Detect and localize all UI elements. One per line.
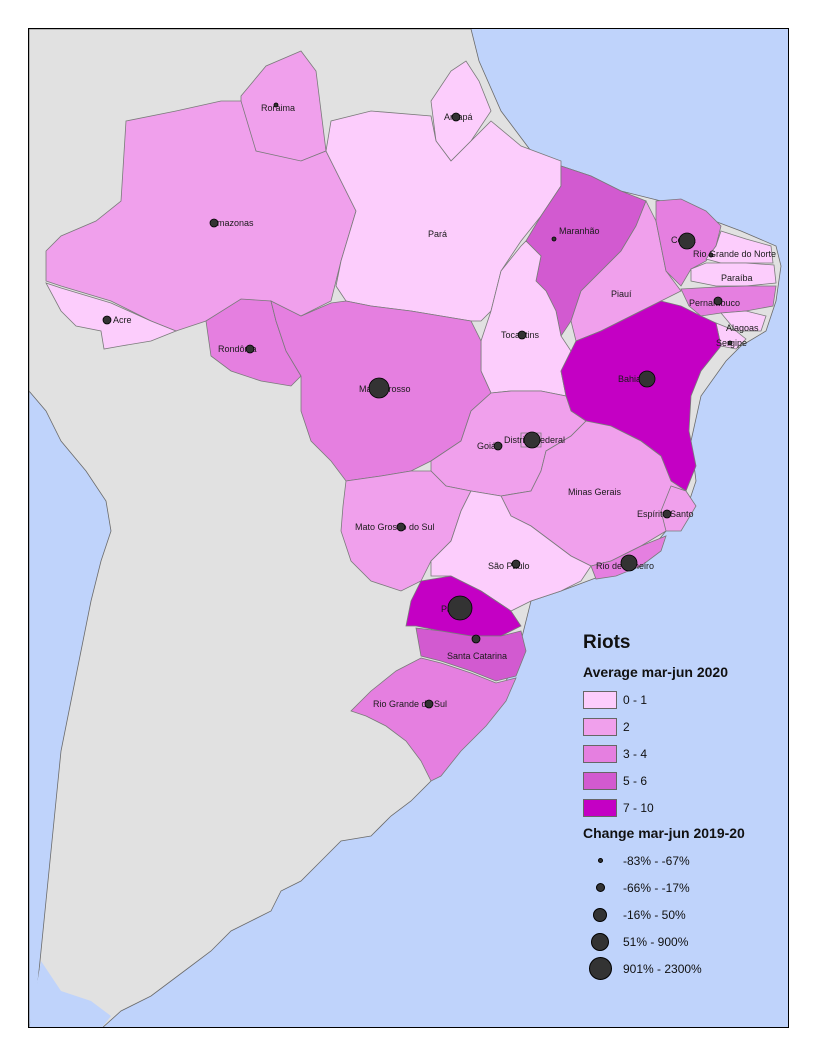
legend-swatch: [583, 744, 617, 763]
legend-class-row: 5 - 6: [583, 767, 783, 794]
state-label-mato-grosso-do-sul: Mato Grosso do Sul: [355, 522, 435, 532]
legend-circle: [591, 932, 609, 951]
change-circle-espirito-santo: [662, 509, 672, 519]
change-circle-amazonas: [209, 218, 219, 228]
legend-circle-cell: [583, 883, 617, 892]
change-circle-ceara: [678, 232, 696, 250]
state-label-para: Pará: [428, 229, 447, 239]
legend-swatch: [583, 771, 617, 790]
legend-title: Riots: [583, 632, 631, 653]
change-circle-tocantins: [517, 330, 527, 340]
change-circle-parana: [447, 595, 473, 621]
state-label-sao-paulo: São Paulo: [488, 561, 530, 571]
change-circle-rio-grande-do-norte: [708, 252, 714, 258]
legend-circle: [595, 883, 605, 892]
pacific-ocean: [29, 390, 112, 1027]
legend-class-label: 5 - 6: [623, 773, 648, 788]
legend-class-row: 0 - 1: [583, 686, 783, 713]
change-circle-amapa: [451, 112, 461, 122]
state-label-maranhao: Maranhão: [559, 226, 600, 236]
change-circle-roraima: [273, 102, 279, 108]
pacific-ocean-south: [29, 961, 111, 1027]
legend: Riots Average mar-jun 2020 0 - 1 2 3 - 4 5 …: [583, 632, 783, 982]
circle-legend: -83% - -67% -66% - -17% -16% - 50% 51% - 90…: [583, 847, 783, 982]
map-frame: RoraimaAmapáAmazonasParáMaranhãoCearáRio…: [28, 28, 789, 1028]
state-label-bahia: Bahia: [618, 374, 641, 384]
choropleth-legend-title: Average mar-jun 2020: [583, 664, 728, 680]
state-santa-catarina[interactable]: [415, 627, 527, 682]
legend-circle-label: -16% - 50%: [623, 907, 686, 922]
state-alagoas[interactable]: [720, 310, 767, 332]
brazil-riots-map: RoraimaAmapáAmazonasParáMaranhãoCearáRio…: [29, 29, 782, 1027]
state-label-santa-catarina: Santa Catarina: [447, 651, 507, 661]
state-espirito-santo[interactable]: [660, 485, 697, 532]
choropleth-legend: 0 - 1 2 3 - 4 5 - 6 7 - 10: [583, 686, 783, 821]
change-circle-santa-catarina: [471, 634, 481, 644]
change-circle-sergipe: [727, 340, 733, 346]
state-label-alagoas: Alagoas: [726, 323, 759, 333]
state-acre[interactable]: [45, 282, 178, 350]
legend-circle-row: -83% - -67%: [583, 847, 783, 874]
state-label-roraima: Roraima: [261, 103, 295, 113]
legend-circle-label: 51% - 900%: [623, 934, 689, 949]
change-circle-rio-grande-do-sul: [424, 699, 434, 709]
legend-class-row: 3 - 4: [583, 740, 783, 767]
change-circles: [102, 102, 733, 709]
legend-class-label: 3 - 4: [623, 746, 648, 761]
change-circle-acre: [102, 315, 112, 325]
legend-class-label: 7 - 10: [623, 800, 654, 815]
state-label-paraiba: Paraíba: [721, 273, 753, 283]
brazil-states: [45, 50, 777, 782]
change-circle-pernambuco: [713, 296, 723, 306]
state-label-piaui: Piauí: [611, 289, 632, 299]
change-circle-rio-de-janeiro: [620, 554, 638, 572]
state-label-amazonas: Amazonas: [211, 218, 254, 228]
state-label-acre: Acre: [113, 315, 132, 325]
state-maranhao[interactable]: [525, 165, 647, 338]
state-label-goias: Goiás: [477, 441, 501, 451]
legend-class-label: 2: [623, 719, 630, 734]
state-pernambuco[interactable]: [680, 285, 777, 317]
state-label-rio-grande-do-sul: Rio Grande do Sul: [373, 699, 447, 709]
legend-circle: [593, 907, 607, 922]
legend-swatch: [583, 717, 617, 736]
change-circle-rondonia: [245, 344, 255, 354]
change-circle-mato-grosso-do-sul: [396, 522, 406, 532]
state-sao-paulo[interactable]: [430, 490, 592, 612]
change-circle-distrito-federal: [523, 431, 541, 449]
legend-circle-cell: [583, 932, 617, 951]
legend-circle: [597, 858, 603, 863]
circle-legend-title: Change mar-jun 2019-20: [583, 825, 745, 841]
legend-circle-label: -83% - -67%: [623, 853, 690, 868]
legend-circle-row: -16% - 50%: [583, 901, 783, 928]
state-label-rio-grande-do-norte: Rio Grande do Norte: [693, 249, 776, 259]
legend-circle-label: -66% - -17%: [623, 880, 690, 895]
state-rio-grande-do-sul[interactable]: [350, 657, 517, 782]
change-circle-goias: [493, 441, 503, 451]
legend-circle-label: 901% - 2300%: [623, 961, 702, 976]
legend-class-label: 0 - 1: [623, 692, 648, 707]
legend-class-row: 2: [583, 713, 783, 740]
change-circle-maranhao: [551, 236, 557, 242]
legend-circle-cell: [583, 858, 617, 863]
legend-circle-cell: [583, 907, 617, 922]
legend-swatch: [583, 690, 617, 709]
state-label-minas-gerais: Minas Gerais: [568, 487, 622, 497]
legend-class-row: 7 - 10: [583, 794, 783, 821]
state-label-rondonia: Rondônia: [218, 344, 257, 354]
legend-circle-cell: [583, 957, 617, 980]
change-circle-sao-paulo: [511, 559, 521, 569]
legend-circle-row: 51% - 900%: [583, 928, 783, 955]
legend-swatch: [583, 798, 617, 817]
legend-circle: [588, 957, 612, 980]
legend-circle-row: 901% - 2300%: [583, 955, 783, 982]
legend-circle-row: -66% - -17%: [583, 874, 783, 901]
change-circle-mato-grosso: [368, 377, 390, 399]
change-circle-bahia: [638, 370, 656, 388]
